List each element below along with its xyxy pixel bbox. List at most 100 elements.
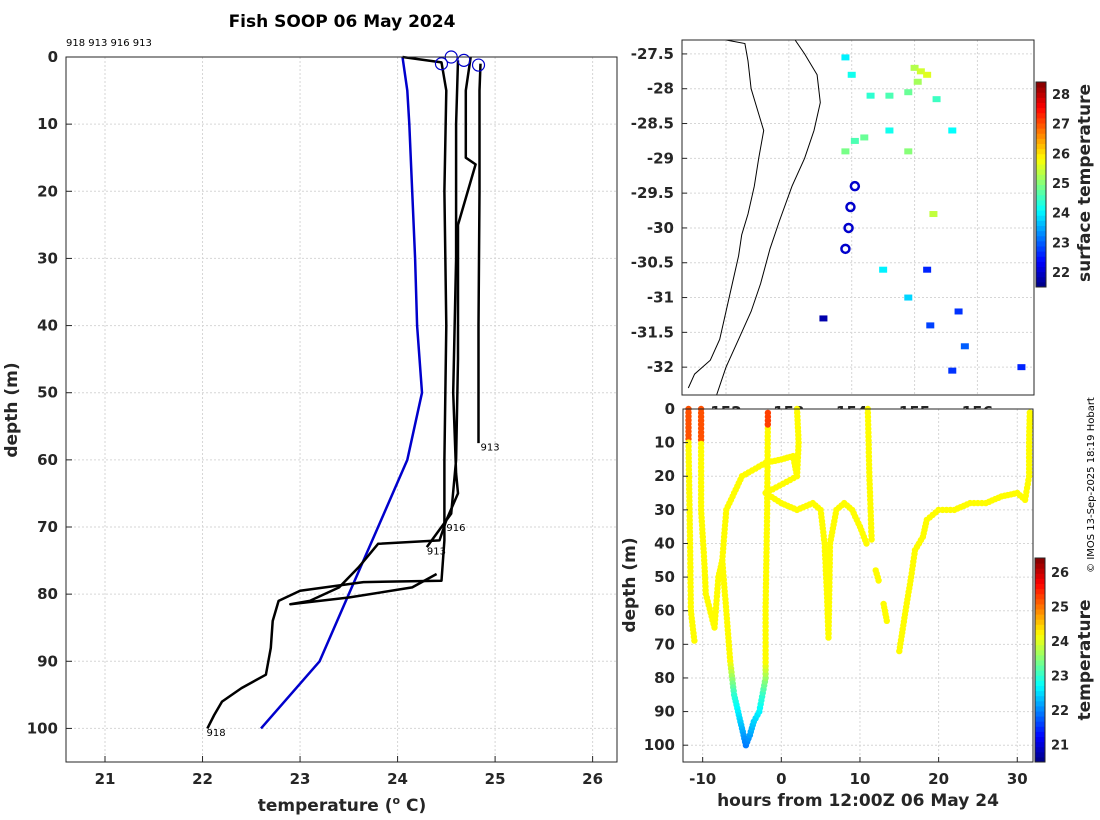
colorbar-frame — [1035, 81, 1047, 288]
sst-patch — [1017, 364, 1026, 371]
series-line-916 — [289, 60, 460, 606]
colorbar-swatch — [1036, 215, 1046, 221]
temperature-colorbar: 21 22 23 24 25 26 — [1034, 557, 1069, 763]
map-lat-label: -29 — [647, 149, 674, 167]
depth-time-panel: -10 0 10 20 30 0 10 20 30 40 50 60 70 80 90 100 hours f… — [620, 400, 1095, 811]
colorbar-swatch — [1035, 573, 1045, 579]
sst-patch — [885, 127, 894, 134]
colorbar-swatch — [1035, 731, 1045, 737]
sst-patch — [885, 92, 894, 99]
colorbar-swatch — [1036, 174, 1046, 180]
y-tick-label: 50 — [37, 384, 58, 402]
profile-series: 913 916 913 918 — [206, 50, 500, 739]
profile-end-label: 913 — [427, 547, 446, 558]
colorbar-swatch — [1035, 695, 1045, 702]
profile-ticks: 21 22 23 24 25 26 0 10 20 30 40 50 60 70 80 90 100 — [27, 48, 603, 788]
section-axes-box — [682, 408, 1034, 763]
sst-patch — [926, 322, 935, 329]
section-y-tick-label: 30 — [654, 501, 675, 519]
colorbar-swatch — [1036, 133, 1046, 139]
sst-patch — [923, 266, 932, 273]
colorbar-swatch — [1036, 251, 1046, 257]
section-x-tick-label: 10 — [850, 770, 871, 788]
colorbar-swatch — [1035, 598, 1045, 605]
colorbar-swatch — [1035, 629, 1045, 635]
y-tick-label: 90 — [37, 652, 58, 670]
colorbar-swatch — [1035, 665, 1045, 671]
colorbar-swatch — [1036, 148, 1046, 155]
colorbar-swatch — [1035, 675, 1045, 681]
colorbar-swatch — [1035, 705, 1045, 712]
colorbar-frame — [1034, 557, 1046, 763]
map-plot-area — [682, 40, 1034, 395]
y-tick-label: 60 — [37, 451, 58, 469]
colorbar-swatch — [1036, 194, 1046, 201]
colorbar-swatch — [1035, 644, 1045, 651]
profile-grid — [66, 56, 617, 762]
section-x-tick-label: 30 — [1007, 770, 1028, 788]
colorbar-swatch — [1035, 736, 1045, 743]
profile-location-marker — [840, 243, 851, 255]
colorbar-swatch — [1036, 97, 1046, 103]
series-line-913 — [477, 63, 482, 444]
credit-text: © IMOS 13-Sep-2025 18:19 Hobart — [1086, 397, 1097, 573]
colorbar-tick-label: 23 — [1051, 670, 1069, 685]
sst-patch — [948, 127, 957, 134]
colorbar-swatch — [1036, 261, 1046, 267]
colorbar-swatch — [1036, 225, 1046, 232]
colorbar-swatch — [1036, 205, 1046, 211]
colorbar-swatch — [1036, 271, 1046, 278]
map-lat-label: -32 — [647, 358, 674, 376]
colorbar-label-temperature: temperature — [1075, 599, 1095, 720]
y-tick-label: 70 — [37, 518, 58, 536]
sst-patch — [847, 71, 856, 78]
x-tick-label: 26 — [582, 770, 603, 788]
sst-patch — [860, 134, 869, 141]
colorbar-tick-label: 22 — [1051, 704, 1069, 719]
colorbar-swatch — [1036, 128, 1046, 134]
sst-patch — [932, 96, 941, 103]
chart-title: Fish SOOP 06 May 2024 — [229, 12, 456, 32]
colorbar-swatch — [1036, 117, 1046, 124]
section-sample-point — [883, 617, 890, 624]
section-x-tick-label: -10 — [689, 770, 716, 788]
sst-patch — [904, 148, 913, 155]
colorbar-swatch — [1036, 112, 1046, 119]
colorbar-swatch — [1036, 158, 1046, 165]
series-line-918 — [206, 55, 448, 729]
profile-id-labels: 918 913 916 913 — [66, 38, 152, 49]
profile-location-marker — [843, 222, 854, 234]
colorbar-swatch — [1035, 685, 1045, 692]
colorbar-swatch — [1035, 716, 1045, 722]
y-tick-label: 30 — [37, 249, 58, 267]
series-line-climatology — [260, 56, 424, 730]
map-lat-label: -31.5 — [631, 323, 674, 341]
colorbar-swatch — [1035, 624, 1045, 630]
section-sample-point — [868, 536, 875, 543]
colorbar-swatch — [1035, 583, 1045, 590]
profile-end-label: 916 — [446, 523, 465, 534]
y-tick-label: 80 — [37, 585, 58, 603]
colorbar-swatch — [1036, 87, 1046, 93]
sst-patch — [910, 64, 919, 71]
colorbar-swatch — [1036, 246, 1046, 252]
y-tick-label: 40 — [37, 317, 58, 335]
section-x-tick-label: 20 — [928, 770, 949, 788]
profile-location-marker — [845, 201, 856, 213]
colorbar-swatch — [1035, 563, 1045, 569]
section-y-tick-label: 0 — [665, 400, 675, 418]
section-y-tick-label: 80 — [654, 669, 675, 687]
colorbar-swatch — [1036, 184, 1046, 191]
sst-patch — [916, 68, 925, 75]
x-tick-label: 24 — [387, 770, 408, 788]
colorbar-swatch — [1036, 281, 1046, 288]
colorbar-swatch — [1036, 82, 1046, 88]
colorbar-swatch — [1036, 199, 1046, 206]
colorbar-tick-label: 28 — [1052, 88, 1070, 103]
colorbar-swatch — [1035, 721, 1045, 727]
colorbar-tick-label: 23 — [1052, 236, 1070, 251]
colorbar-swatch — [1036, 138, 1046, 144]
colorbar-swatch — [1035, 700, 1045, 707]
colorbar-label-surface: surface temperature — [1075, 84, 1095, 282]
colorbar-swatch — [1035, 619, 1045, 625]
